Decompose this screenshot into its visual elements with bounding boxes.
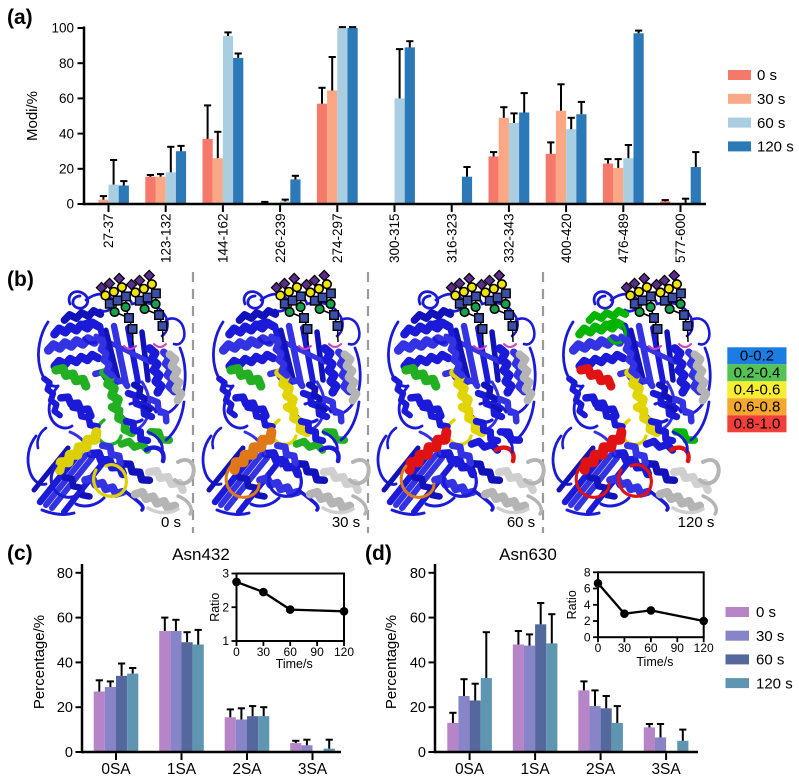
svg-text:400-420: 400-420 bbox=[559, 214, 574, 264]
svg-text:(b): (b) bbox=[7, 268, 34, 291]
svg-text:0 s: 0 s bbox=[757, 67, 777, 84]
svg-text:120: 120 bbox=[334, 645, 354, 659]
svg-text:120 s: 120 s bbox=[678, 514, 715, 531]
svg-text:120 s: 120 s bbox=[757, 139, 794, 156]
svg-text:123-132: 123-132 bbox=[158, 214, 173, 264]
svg-text:0: 0 bbox=[233, 645, 240, 659]
svg-text:40: 40 bbox=[59, 126, 74, 141]
svg-text:0.6-0.8: 0.6-0.8 bbox=[734, 399, 781, 416]
svg-text:0: 0 bbox=[595, 641, 602, 655]
svg-text:4: 4 bbox=[584, 598, 591, 612]
svg-text:3SA: 3SA bbox=[651, 761, 681, 778]
svg-text:Percentage/%: Percentage/% bbox=[383, 615, 400, 709]
svg-text:80: 80 bbox=[410, 566, 426, 582]
svg-text:60 s: 60 s bbox=[756, 652, 784, 669]
svg-text:Percentage/%: Percentage/% bbox=[31, 615, 48, 709]
svg-text:0.2-0.4: 0.2-0.4 bbox=[734, 365, 781, 382]
svg-text:27-37: 27-37 bbox=[101, 214, 116, 249]
svg-text:0: 0 bbox=[584, 630, 591, 644]
svg-text:6: 6 bbox=[584, 582, 591, 596]
svg-text:144-162: 144-162 bbox=[216, 214, 231, 264]
svg-text:30 s: 30 s bbox=[757, 91, 785, 108]
svg-text:0SA: 0SA bbox=[455, 761, 485, 778]
svg-text:3SA: 3SA bbox=[298, 761, 328, 778]
svg-text:Ratio: Ratio bbox=[208, 593, 222, 622]
svg-text:1SA: 1SA bbox=[520, 761, 550, 778]
svg-text:60: 60 bbox=[284, 645, 298, 659]
svg-text:Modi/%: Modi/% bbox=[24, 91, 41, 141]
svg-text:(a): (a) bbox=[7, 6, 33, 29]
svg-text:3: 3 bbox=[222, 567, 229, 581]
svg-text:60: 60 bbox=[59, 91, 74, 106]
svg-text:Time/s: Time/s bbox=[636, 655, 673, 669]
svg-text:60: 60 bbox=[644, 641, 658, 655]
svg-text:40: 40 bbox=[57, 655, 73, 671]
svg-text:20: 20 bbox=[410, 700, 426, 716]
svg-text:0.4-0.6: 0.4-0.6 bbox=[734, 382, 781, 399]
svg-text:60: 60 bbox=[410, 611, 426, 627]
svg-text:80: 80 bbox=[57, 566, 73, 582]
svg-text:60 s: 60 s bbox=[507, 514, 535, 531]
svg-text:60: 60 bbox=[57, 611, 73, 627]
svg-text:300-315: 300-315 bbox=[387, 214, 402, 264]
svg-text:8: 8 bbox=[584, 566, 591, 580]
svg-text:0: 0 bbox=[418, 745, 426, 761]
svg-text:2: 2 bbox=[584, 614, 591, 628]
svg-text:2: 2 bbox=[222, 601, 229, 615]
svg-text:120 s: 120 s bbox=[756, 675, 793, 692]
svg-text:120: 120 bbox=[694, 641, 714, 655]
svg-text:Asn432: Asn432 bbox=[172, 545, 230, 564]
svg-text:Ratio: Ratio bbox=[565, 590, 579, 619]
svg-text:1: 1 bbox=[222, 634, 229, 648]
svg-text:2SA: 2SA bbox=[586, 761, 616, 778]
svg-text:332-343: 332-343 bbox=[502, 214, 517, 264]
svg-text:226-239: 226-239 bbox=[273, 214, 288, 264]
svg-text:30 s: 30 s bbox=[332, 514, 360, 531]
svg-text:(c): (c) bbox=[7, 542, 33, 565]
svg-text:0 s: 0 s bbox=[756, 604, 776, 621]
svg-text:0.8-1.0: 0.8-1.0 bbox=[734, 416, 781, 433]
svg-text:0: 0 bbox=[65, 745, 73, 761]
svg-text:577-600: 577-600 bbox=[673, 214, 688, 264]
svg-text:476-489: 476-489 bbox=[616, 214, 631, 264]
svg-text:60 s: 60 s bbox=[757, 115, 785, 132]
svg-text:2SA: 2SA bbox=[232, 761, 262, 778]
svg-text:Time/s: Time/s bbox=[276, 657, 313, 671]
svg-text:0 s: 0 s bbox=[161, 514, 181, 531]
svg-text:100: 100 bbox=[51, 21, 74, 36]
svg-text:0-0.2: 0-0.2 bbox=[740, 348, 774, 365]
svg-text:30 s: 30 s bbox=[756, 628, 784, 645]
svg-text:1SA: 1SA bbox=[167, 761, 197, 778]
svg-text:316-323: 316-323 bbox=[444, 214, 459, 264]
svg-text:Asn630: Asn630 bbox=[499, 545, 557, 564]
svg-text:40: 40 bbox=[410, 655, 426, 671]
svg-text:20: 20 bbox=[59, 162, 74, 177]
svg-text:274-297: 274-297 bbox=[330, 214, 345, 264]
svg-text:30: 30 bbox=[618, 641, 632, 655]
svg-text:90: 90 bbox=[310, 645, 324, 659]
svg-text:0: 0 bbox=[66, 197, 74, 212]
svg-text:(d): (d) bbox=[365, 542, 392, 565]
svg-text:20: 20 bbox=[57, 700, 73, 716]
svg-text:80: 80 bbox=[59, 56, 74, 71]
svg-text:0SA: 0SA bbox=[101, 761, 131, 778]
svg-text:30: 30 bbox=[257, 645, 271, 659]
svg-text:90: 90 bbox=[671, 641, 685, 655]
